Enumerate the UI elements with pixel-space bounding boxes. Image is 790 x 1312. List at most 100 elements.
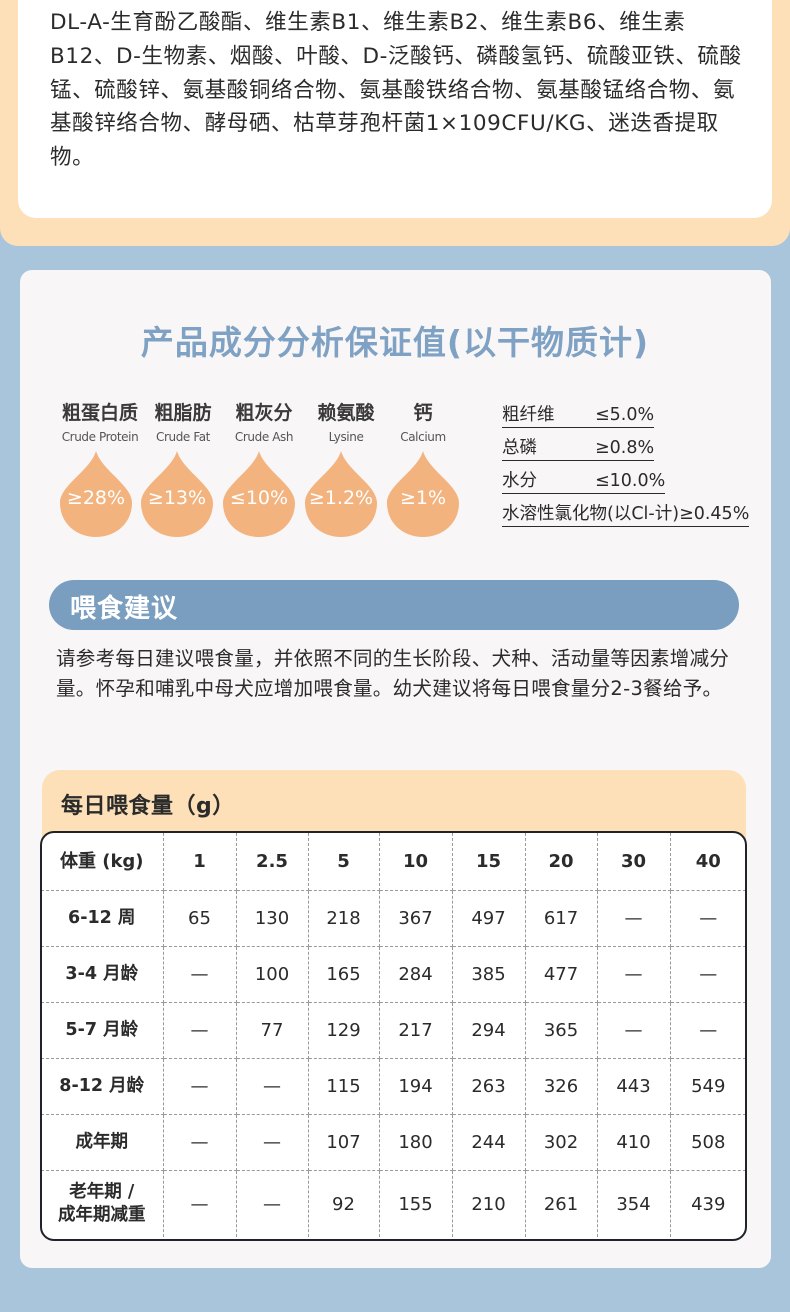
table-cell: 5	[307, 833, 380, 891]
nutrient-en-label: Crude Ash	[234, 430, 294, 444]
table-cell: 367	[378, 890, 453, 947]
feeding-text: 请参考每日建议喂食量，并依照不同的生长阶段、犬种、活动量等因素增减分量。怀孕和哺…	[56, 647, 730, 700]
spec-list: 粗纤维 ≤5.0% 总磷 ≥0.8% 水分 ≤10.0% 水溶性氯化物(以Cl-计)≥…	[502, 403, 764, 535]
table-cell: 497	[451, 890, 526, 947]
row-label-cell: 老年期 / 成年期减重	[42, 1170, 164, 1237]
feeding-banner: 喂食建议	[49, 580, 739, 630]
table-cell: —	[162, 1114, 237, 1171]
table-cell: 165	[307, 946, 380, 1003]
table-header-row: 体重 (kg) 1 2.5 5 10 15 20 30 40	[42, 833, 745, 891]
table-cell: —	[669, 946, 745, 1003]
drop-calcium: ≥1%	[387, 451, 459, 537]
feeding-table-box: 体重 (kg) 1 2.5 5 10 15 20 30 40 6-12 周 65 130 218 367 4…	[40, 831, 747, 1241]
drop-fat: ≥13%	[141, 451, 213, 537]
table-cell: 180	[378, 1114, 453, 1171]
table-row: 6-12 周 65 130 218 367 497 617— —	[42, 890, 745, 947]
table-row: 3-4 月龄 —100 165 284 385 477— —	[42, 946, 745, 1003]
table-cell: 92	[307, 1170, 380, 1237]
nutrient-fat: 粗脂肪 Crude Fat	[138, 400, 228, 444]
drop-value: ≥13%	[147, 487, 207, 509]
table-cell: 617	[524, 890, 598, 947]
table-cell: 1	[162, 833, 237, 891]
table-cell: 155	[378, 1170, 453, 1237]
drop-ash: ≤10%	[223, 451, 295, 537]
table-cell: —	[669, 1002, 745, 1059]
table-cell: 354	[596, 1170, 671, 1237]
table-cell: 218	[307, 890, 380, 947]
drop-icon	[60, 451, 132, 537]
table-cell: —	[596, 946, 671, 1003]
table-cell: 385	[451, 946, 526, 1003]
nutrient-cn-label: 粗脂肪	[154, 402, 212, 424]
spec-name: 水分	[502, 471, 537, 491]
table-cell: 410	[596, 1114, 671, 1171]
nutrient-lysine: 赖氨酸 Lysine	[301, 400, 391, 444]
row-label-cell: 成年期	[42, 1114, 164, 1171]
analysis-title: 产品成分分析保证值(以干物质计)	[140, 323, 650, 362]
table-cell: 15	[451, 833, 526, 891]
table-cell: 263	[451, 1058, 526, 1115]
nutrient-en-label: Lysine	[328, 430, 364, 444]
table-cell: —	[162, 1002, 237, 1059]
table-row: 成年期 — —107 180 244 302 410 508	[42, 1114, 745, 1171]
ingredients-card	[18, 0, 772, 218]
table-cell: 100	[235, 946, 309, 1003]
table-cell: 20	[524, 833, 598, 891]
drop-value: ≥1%	[399, 487, 447, 509]
table-cell: 129	[307, 1002, 380, 1059]
table-row: 5-7 月龄 —77 129 217 294 365— —	[42, 1002, 745, 1059]
table-cell: 30	[596, 833, 671, 891]
table-cell: 217	[378, 1002, 453, 1059]
drop-value: ≥1.2%	[308, 487, 374, 509]
drop-value: ≥28%	[66, 487, 126, 509]
drop-protein: ≥28%	[60, 451, 132, 537]
drop-lysine: ≥1.2%	[305, 451, 377, 537]
table-cell: —	[235, 1170, 309, 1237]
table-cell: 2.5	[235, 833, 309, 891]
table-cell: 439	[669, 1170, 745, 1237]
spec-value: ≤5.0%	[595, 405, 655, 425]
nutrient-en-label: Calcium	[400, 430, 446, 444]
drop-value: ≤10%	[229, 487, 289, 509]
row-label-cell: 8-12 月龄	[42, 1058, 164, 1115]
table-cell: 508	[669, 1114, 745, 1171]
nutrient-calcium: 钙 Calcium	[378, 400, 468, 444]
spec-name: 总磷	[502, 438, 537, 458]
table-cell: 210	[451, 1170, 526, 1237]
row-label-cell: 3-4 月龄	[42, 946, 164, 1003]
table-cell: 443	[596, 1058, 671, 1115]
nutrient-cn-label: 粗灰分	[235, 402, 293, 424]
nutrient-cn-label: 粗蛋白质	[61, 402, 138, 424]
table-cell: 107	[307, 1114, 380, 1171]
table-cell: 115	[307, 1058, 380, 1115]
table-cell: 194	[378, 1058, 453, 1115]
table-cell: 40	[669, 833, 745, 891]
table-cell: —	[669, 890, 745, 947]
spec-row-fiber: 粗纤维 ≤5.0%	[502, 403, 764, 436]
nutrient-protein: 粗蛋白质 Crude Protein	[55, 400, 145, 444]
table-cell: 549	[669, 1058, 745, 1115]
feeding-table: 体重 (kg) 1 2.5 5 10 15 20 30 40 6-12 周 65 130 218 367 4…	[42, 833, 745, 1237]
table-cell: —	[596, 1002, 671, 1059]
spec-name: 粗纤维	[502, 405, 555, 425]
table-cell: 10	[378, 833, 453, 891]
table-cell: 284	[378, 946, 453, 1003]
nutrient-en-label: Crude Fat	[156, 430, 210, 444]
table-cell: —	[162, 1058, 237, 1115]
nutrient-ash: 粗灰分 Crude Ash	[219, 400, 309, 444]
spec-value: ≥0.45%	[679, 504, 750, 524]
nutrient-en-label: Crude Protein	[61, 430, 139, 444]
spec-row-moisture: 水分 ≤10.0%	[502, 469, 764, 502]
table-cell: —	[235, 1114, 309, 1171]
spec-value: ≥0.8%	[595, 438, 655, 458]
spec-value: ≤10.0%	[595, 471, 666, 491]
table-cell: 77	[235, 1002, 309, 1059]
drop-icon	[387, 451, 459, 537]
drop-icon	[305, 451, 377, 537]
spec-row-phosphorus: 总磷 ≥0.8%	[502, 436, 764, 469]
table-cell: —	[596, 890, 671, 947]
feeding-table-title: 每日喂食量（g）	[61, 794, 235, 819]
nutrient-cn-label: 钙	[413, 402, 433, 424]
row-label-cell: 6-12 周	[42, 890, 164, 947]
table-cell: —	[162, 1170, 237, 1237]
